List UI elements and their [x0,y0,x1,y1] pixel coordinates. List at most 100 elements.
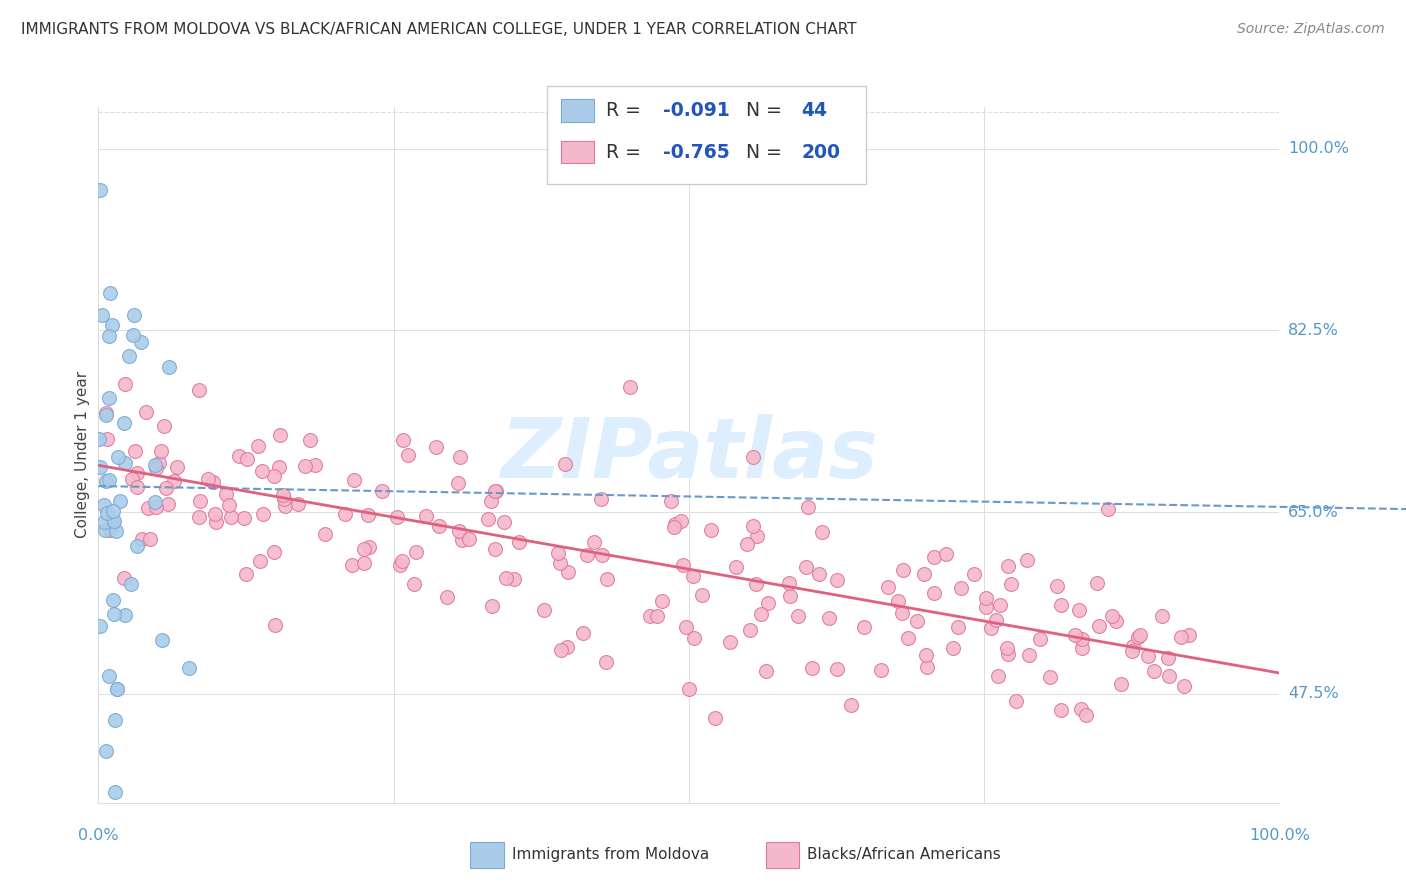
Text: Immigrants from Moldova: Immigrants from Moldova [512,847,709,863]
Text: 82.5%: 82.5% [1288,323,1339,338]
Point [963,566,986,581]
Point [249,554,271,568]
Point [353,557,375,571]
Point [304,458,326,473]
Point [104,524,127,538]
Point [101,318,124,332]
Point [98,523,121,537]
Point [155,482,177,496]
Point [477,512,499,526]
Point [548,556,571,570]
Point [96,432,118,446]
FancyBboxPatch shape [766,842,799,868]
Point [619,380,641,394]
Point [121,472,143,486]
Point [1018,648,1040,663]
Point [718,635,741,649]
Point [202,475,225,490]
Point [740,623,762,637]
Point [353,541,375,556]
Point [905,615,928,629]
Point [150,633,173,648]
Point [101,504,124,518]
Point [1050,703,1073,717]
Point [415,509,437,524]
Point [638,609,661,624]
Point [557,565,579,579]
Point [987,669,1010,683]
Point [669,514,692,528]
Point [946,620,969,634]
Point [725,559,748,574]
Text: 200: 200 [801,143,841,161]
Point [96,406,118,420]
Point [1152,608,1174,623]
Point [678,681,700,696]
Point [891,563,914,577]
Point [596,572,619,586]
Point [990,599,1012,613]
Point [98,328,121,343]
Point [157,497,180,511]
Point [98,285,121,300]
Point [340,558,363,572]
Point [219,509,242,524]
Point [1126,630,1149,644]
Point [1039,670,1062,684]
Point [263,545,285,559]
Point [915,659,938,673]
Point [388,558,411,572]
Point [98,392,121,406]
Point [801,660,824,674]
Point [269,427,291,442]
Text: 100.0%: 100.0% [1288,141,1348,156]
Point [391,554,413,568]
Point [143,494,166,508]
Point [755,665,778,679]
Point [153,419,176,434]
Point [148,456,170,470]
Point [118,349,141,363]
Point [575,548,598,562]
Point [287,497,309,511]
Point [333,507,356,521]
Point [915,648,938,662]
FancyBboxPatch shape [561,99,595,121]
Point [690,588,713,602]
Text: N =: N = [745,143,787,161]
Point [742,450,765,464]
Point [683,632,706,646]
Point [94,408,117,422]
Point [747,529,769,543]
Point [120,576,142,591]
Point [825,573,848,587]
Point [817,611,839,625]
Point [103,593,125,607]
Point [811,525,834,540]
Point [98,473,121,487]
Point [704,711,727,725]
FancyBboxPatch shape [471,842,503,868]
Point [980,621,1002,635]
Point [356,508,378,523]
Point [89,183,111,197]
Point [554,457,576,471]
Point [591,549,613,563]
Point [197,472,219,486]
Point [1109,677,1132,691]
Text: R =: R = [606,101,647,120]
Point [924,585,946,599]
Point [232,511,254,525]
Point [96,474,118,488]
Point [343,474,366,488]
Point [131,532,153,546]
Point [204,515,226,529]
Point [672,558,695,573]
Point [122,328,145,343]
Text: R =: R = [606,143,647,161]
Point [449,450,471,464]
Point [103,514,125,528]
Point [188,384,211,398]
Point [508,534,530,549]
Point [494,516,516,530]
